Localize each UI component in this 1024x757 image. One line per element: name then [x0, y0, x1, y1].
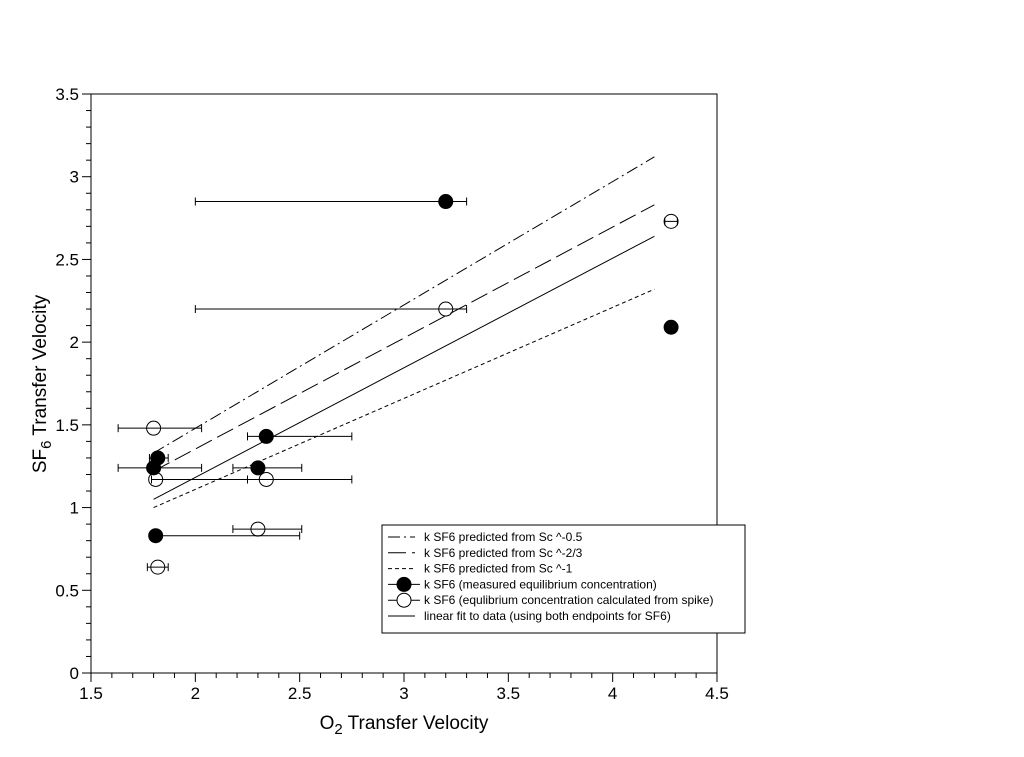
- point-filled: [258, 428, 274, 444]
- y-tick-label: 2.5: [55, 250, 79, 269]
- point-open: [663, 213, 679, 229]
- legend-label: k SF6 (measured equilibrium concentratio…: [424, 577, 657, 591]
- x-tick-label: 3: [399, 684, 408, 703]
- point-filled: [250, 460, 266, 476]
- series-line-solid: [153, 235, 655, 500]
- point-filled: [146, 460, 162, 476]
- x-tick-label: 4.5: [705, 684, 729, 703]
- series-line-dashdot: [153, 156, 655, 454]
- y-axis-title: SF6 Transfer Velocity: [30, 294, 55, 473]
- x-tick-label: 2: [191, 684, 200, 703]
- x-tick-label: 2.5: [288, 684, 312, 703]
- y-tick-label: 2: [70, 333, 79, 352]
- plot-area: [117, 156, 679, 575]
- point-open: [150, 559, 166, 575]
- point-open: [148, 471, 164, 487]
- x-tick-label: 1.5: [79, 684, 103, 703]
- point-open: [146, 420, 162, 436]
- point-open: [250, 521, 266, 537]
- point-open: [258, 471, 274, 487]
- y-tick-label: 3.5: [55, 85, 79, 104]
- x-tick-label: 4: [608, 684, 617, 703]
- series-line-longdash: [153, 204, 655, 472]
- y-tick-label: 1.5: [55, 416, 79, 435]
- x-axis-title: O2 Transfer Velocity: [320, 713, 489, 738]
- legend-marker: [396, 592, 412, 608]
- y-tick-label: 3: [70, 168, 79, 187]
- legend-label: k SF6 (equlibrium concentration calculat…: [424, 593, 713, 607]
- legend-label: k SF6 predicted from Sc ^-0.5: [424, 530, 583, 544]
- axes: 1.5 2 2.5 3 3.5 4 4.5 0 0.5 1 1.5 2 2.5 3 3.5: [55, 85, 728, 703]
- legend-box: [381, 524, 746, 634]
- y-tick-label: 1: [70, 499, 79, 518]
- y-tick-label: 0: [70, 664, 79, 683]
- legend-label: k SF6 predicted from Sc ^-1: [424, 562, 573, 576]
- legend-label: k SF6 predicted from Sc ^-2/3: [424, 546, 583, 560]
- x-tick-label: 3.5: [497, 684, 521, 703]
- point-open: [438, 301, 454, 317]
- point-filled: [148, 528, 164, 544]
- series-line-shortdash: [153, 288, 655, 509]
- legend: k SF6 predicted from Sc ^-0.5 k SF6 predi…: [381, 524, 746, 634]
- point-filled: [663, 319, 679, 335]
- legend-marker: [396, 576, 412, 592]
- point-filled: [438, 194, 454, 210]
- legend-label: linear fit to data (using both endpoints…: [424, 609, 671, 623]
- y-tick-label: 0.5: [55, 581, 79, 600]
